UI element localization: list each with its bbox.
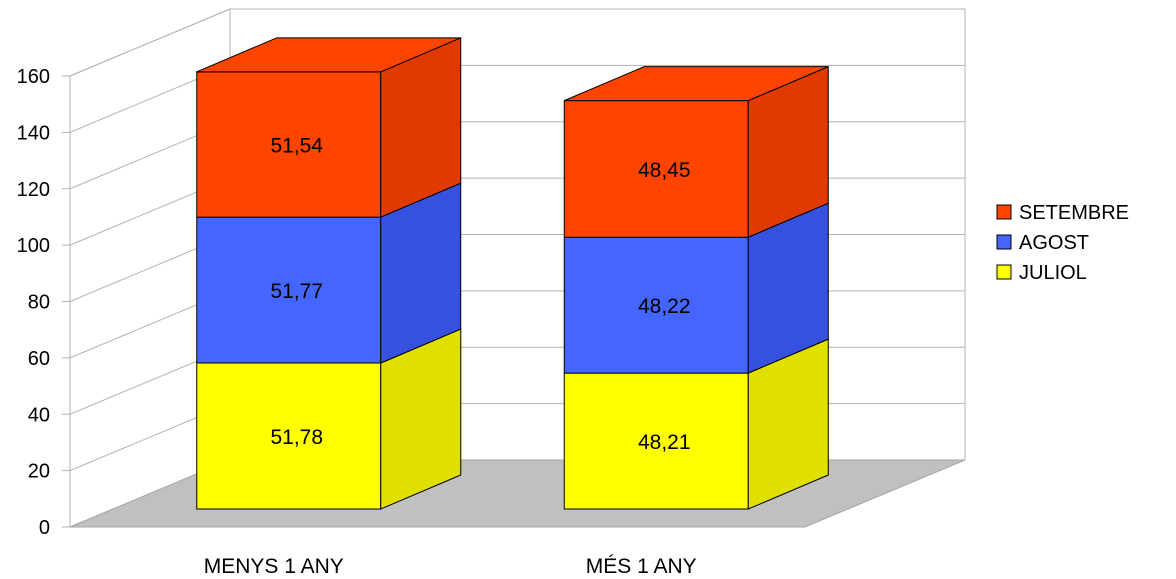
legend-swatch-agost xyxy=(996,234,1012,250)
bar-mes-1-any-juliol-value-label: 48,21 xyxy=(638,431,691,454)
gridline-side xyxy=(69,8,231,77)
y-axis-ticks: 0 20 40 60 80 100 120 140 160 xyxy=(17,66,71,539)
y-tick-label: 100 xyxy=(17,235,50,257)
bars: 51,78 51,77 51,54 48,21 48,22 48,45 xyxy=(196,37,829,510)
legend-swatch-juliol xyxy=(996,264,1012,280)
legend-label-juliol: JULIOL xyxy=(1019,262,1087,284)
y-tick-label: 140 xyxy=(17,122,50,144)
bar-mes-1-any-top-face xyxy=(564,66,829,102)
y-tick-label: 40 xyxy=(28,404,50,426)
legend-label-agost: AGOST xyxy=(1019,232,1089,254)
y-tick-label: 20 xyxy=(28,461,50,483)
legend: SETEMBRE AGOST JULIOL xyxy=(996,202,1129,284)
legend-swatch-setembre xyxy=(996,204,1012,220)
y-tick-label: 120 xyxy=(17,179,50,201)
bar-mes-1-any-agost-value-label: 48,22 xyxy=(638,295,691,318)
y-tick-label: 60 xyxy=(28,348,50,370)
y-tick-label: 80 xyxy=(28,292,50,314)
legend-label-setembre: SETEMBRE xyxy=(1019,202,1129,224)
category-label-mes-1-any: MÉS 1 ANY xyxy=(586,555,697,578)
bar-menys-1-any-setembre-value-label: 51,54 xyxy=(270,134,323,157)
category-label-menys-1-any: MENYS 1 ANY xyxy=(204,555,344,578)
bar-menys-1-any-juliol-value-label: 51,78 xyxy=(270,426,323,449)
y-tick-label: 160 xyxy=(17,66,50,88)
bar-mes-1-any-setembre-value-label: 48,45 xyxy=(638,159,691,182)
bar-menys-1-any-top-face xyxy=(196,37,461,73)
bar-menys-1-any-agost-value-label: 51,77 xyxy=(270,280,323,303)
x-axis-categories: MENYS 1 ANY MÉS 1 ANY xyxy=(204,555,697,578)
y-tick-label: 0 xyxy=(39,517,50,539)
